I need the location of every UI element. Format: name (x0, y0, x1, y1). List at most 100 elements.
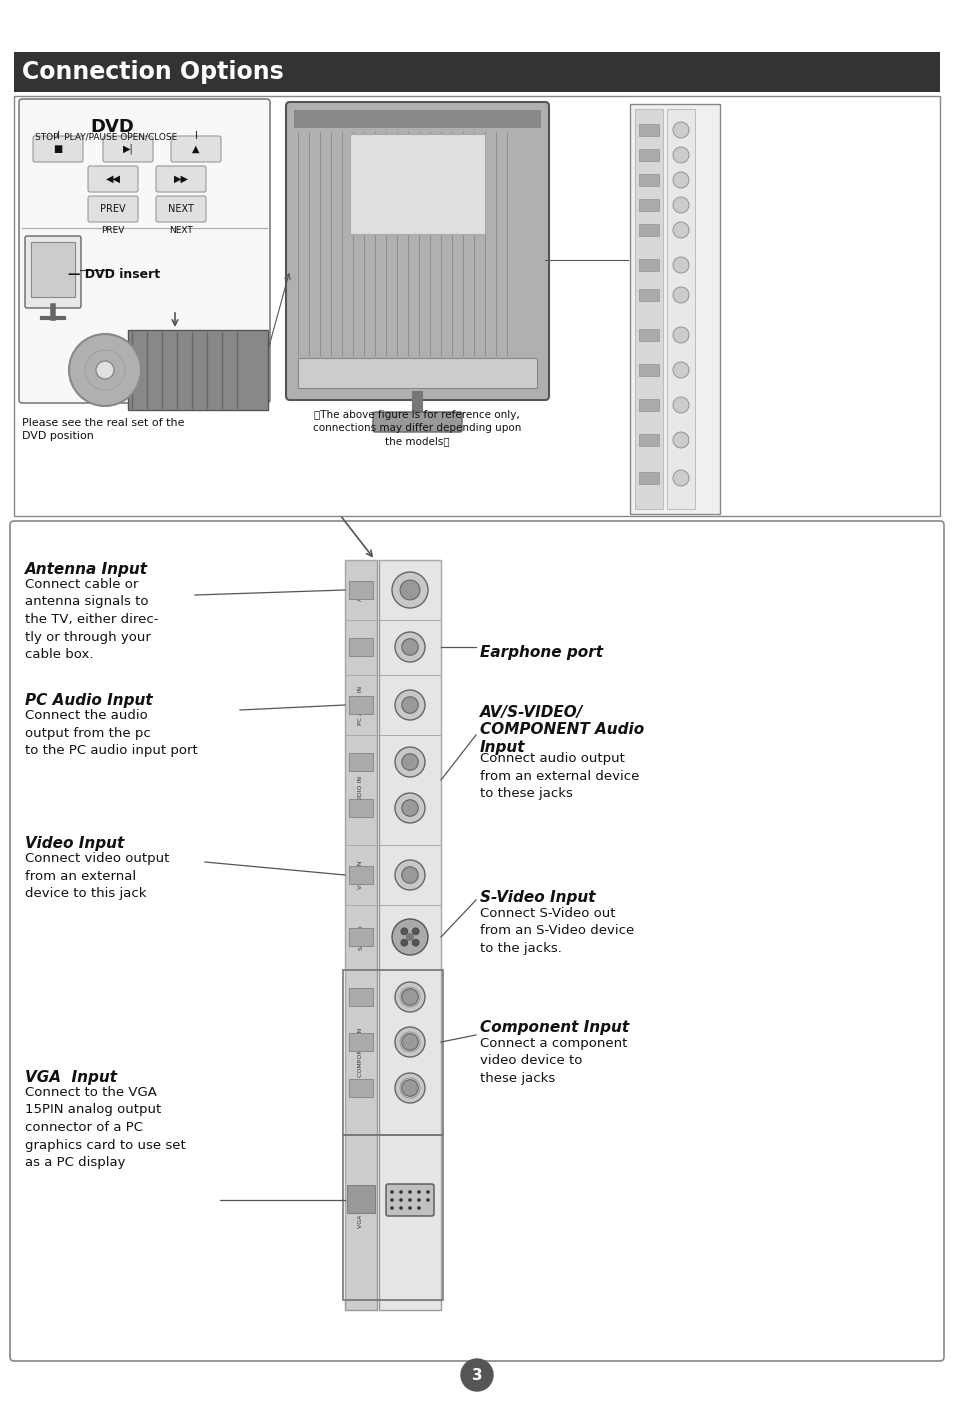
Bar (343, 969, 442, 1135)
Text: VGA IN: VGA IN (358, 1206, 363, 1229)
Circle shape (672, 198, 688, 213)
Text: （The above figure is for reference only,
connections may differ depending upon
t: （The above figure is for reference only,… (313, 410, 520, 447)
Circle shape (400, 939, 408, 946)
Circle shape (672, 172, 688, 188)
Text: 3: 3 (471, 1367, 482, 1383)
Circle shape (672, 122, 688, 139)
Circle shape (395, 1027, 424, 1056)
Circle shape (69, 333, 141, 406)
Circle shape (390, 1206, 394, 1210)
Bar (349, 1079, 373, 1097)
Circle shape (416, 1191, 420, 1194)
FancyBboxPatch shape (14, 97, 939, 516)
Bar (639, 149, 659, 161)
Circle shape (672, 469, 688, 486)
Bar (343, 1135, 442, 1300)
Circle shape (400, 927, 408, 934)
Bar (639, 174, 659, 186)
Bar (639, 289, 659, 301)
Circle shape (672, 221, 688, 238)
Bar (639, 399, 659, 410)
Circle shape (395, 860, 424, 890)
Circle shape (672, 326, 688, 343)
Text: Connect the audio
output from the pc
to the PC audio input port: Connect the audio output from the pc to … (25, 709, 197, 757)
Circle shape (398, 1198, 402, 1202)
Bar (345, 560, 440, 621)
Bar (30, 242, 75, 297)
Circle shape (392, 919, 428, 955)
Bar (345, 905, 440, 969)
Text: DVD: DVD (90, 118, 133, 136)
Bar (639, 364, 659, 375)
Bar (639, 472, 659, 483)
Circle shape (401, 1034, 417, 1051)
Circle shape (401, 754, 417, 771)
Bar (345, 560, 376, 1310)
Text: Antenna Input: Antenna Input (25, 562, 148, 577)
Circle shape (408, 1191, 412, 1194)
Bar (349, 1033, 373, 1051)
Bar (639, 199, 659, 212)
Circle shape (395, 1073, 424, 1103)
Bar (128, 331, 268, 410)
FancyBboxPatch shape (19, 99, 270, 403)
Bar (639, 329, 659, 340)
Bar (349, 1191, 373, 1209)
Bar (629, 104, 720, 514)
Bar (378, 560, 440, 1310)
Bar (349, 799, 373, 817)
Bar (639, 434, 659, 446)
Circle shape (390, 1191, 394, 1194)
Bar (345, 969, 440, 1135)
Text: Video Input: Video Input (25, 836, 124, 850)
FancyBboxPatch shape (103, 136, 152, 163)
Text: ▶▶: ▶▶ (173, 174, 189, 184)
Text: VGA  Input: VGA Input (25, 1070, 117, 1084)
Text: C: C (358, 646, 363, 650)
Text: Component Input: Component Input (479, 1020, 628, 1035)
Circle shape (401, 989, 417, 1006)
Circle shape (426, 1198, 430, 1202)
Circle shape (672, 287, 688, 303)
Circle shape (395, 747, 424, 778)
Circle shape (672, 256, 688, 273)
FancyBboxPatch shape (171, 136, 221, 163)
Circle shape (390, 1198, 394, 1202)
Bar (297, 359, 537, 388)
Text: COMPONENT IN: COMPONENT IN (358, 1028, 363, 1077)
Circle shape (401, 867, 417, 883)
Text: ■: ■ (53, 144, 63, 154)
Text: — DVD insert: — DVD insert (68, 268, 160, 282)
Text: ANT IN: ANT IN (358, 579, 363, 601)
Circle shape (412, 927, 418, 934)
Circle shape (672, 432, 688, 448)
Text: Please see the real set of the
DVD position: Please see the real set of the DVD posit… (22, 417, 184, 441)
Text: S-VIDEO: S-VIDEO (358, 925, 363, 950)
Bar (635, 109, 662, 509)
Bar (349, 866, 373, 884)
Circle shape (395, 691, 424, 720)
Bar (349, 752, 373, 771)
Text: AUDIO IN: AUDIO IN (358, 775, 363, 804)
Text: ▲: ▲ (193, 144, 199, 154)
FancyBboxPatch shape (10, 521, 943, 1360)
Text: S-Video Input: S-Video Input (479, 890, 595, 905)
Text: PREV: PREV (101, 226, 125, 235)
Text: ◀◀: ◀◀ (106, 174, 120, 184)
Circle shape (401, 639, 417, 656)
Text: AV/S-VIDEO/
COMPONENT Audio
Input: AV/S-VIDEO/ COMPONENT Audio Input (479, 705, 643, 755)
FancyBboxPatch shape (156, 165, 206, 192)
Bar (639, 259, 659, 270)
Text: Earphone port: Earphone port (479, 644, 602, 660)
Bar (345, 621, 440, 675)
Circle shape (426, 1191, 430, 1194)
FancyBboxPatch shape (88, 196, 138, 221)
Bar (349, 988, 373, 1006)
Bar (639, 224, 659, 235)
Bar (349, 696, 373, 715)
FancyBboxPatch shape (88, 165, 138, 192)
Circle shape (672, 396, 688, 413)
Text: Connect audio output
from an external device
to these jacks: Connect audio output from an external de… (479, 752, 639, 800)
Bar (639, 125, 659, 136)
Bar (666, 109, 695, 509)
